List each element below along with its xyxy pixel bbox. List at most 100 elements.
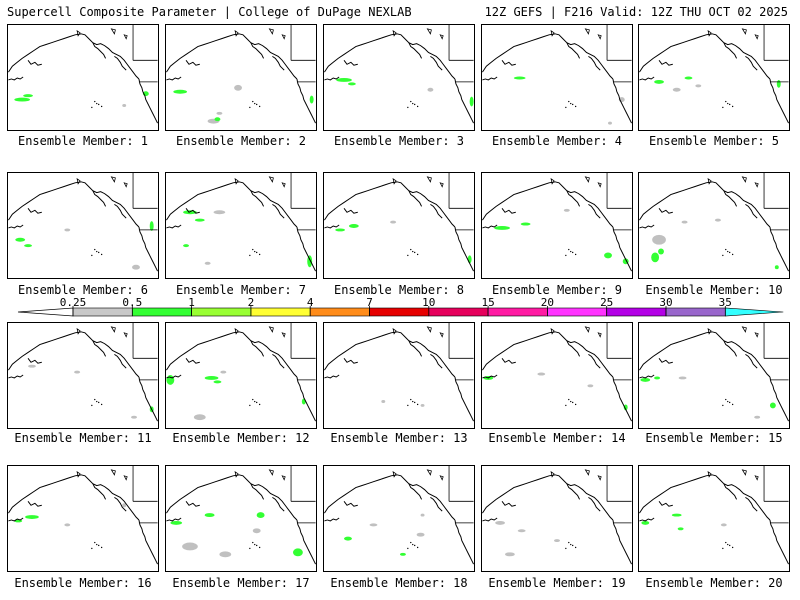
coastline <box>92 42 107 59</box>
coastline <box>612 376 632 422</box>
colorbar-swatch <box>191 307 252 317</box>
coastline <box>482 224 498 229</box>
lake-outline <box>392 30 397 37</box>
coastline <box>639 224 655 229</box>
coastline <box>250 483 265 500</box>
lake-outline <box>584 469 590 476</box>
map-canvas <box>639 323 789 422</box>
hawaii-island <box>727 400 729 403</box>
lake-outline <box>597 332 602 338</box>
coastline <box>343 501 358 507</box>
hawaii-island <box>568 541 570 544</box>
lake-outline <box>754 182 759 188</box>
coastline <box>8 224 24 229</box>
coastline <box>566 190 581 207</box>
coastline <box>430 353 443 369</box>
hawaii-island <box>252 398 254 401</box>
lake-outline <box>741 469 747 476</box>
colorbar-swatch <box>309 307 370 317</box>
hawaii-island <box>91 106 93 109</box>
coastline <box>272 203 285 219</box>
hawaii-island <box>249 106 251 109</box>
ensemble-member-label: Ensemble Member: 8 <box>333 283 465 297</box>
lake-outline <box>392 328 397 335</box>
map-canvas <box>166 466 316 565</box>
coastline <box>8 474 140 521</box>
scp-gray-area <box>554 539 560 543</box>
hawaii-island <box>414 103 416 106</box>
ensemble-map-panel <box>165 24 317 131</box>
colorbar-swatch <box>132 307 192 317</box>
ensemble-map-panel <box>481 465 633 572</box>
hawaii-island <box>100 253 103 256</box>
coastline <box>324 331 456 378</box>
coastline <box>501 208 516 214</box>
scp-gray-area <box>74 370 81 374</box>
hawaii-island <box>410 541 412 544</box>
scp-green-area <box>173 89 188 94</box>
hawaii-island <box>722 106 724 109</box>
scp-gray-area <box>608 121 612 125</box>
ensemble-member-label: Ensemble Member: 16 <box>14 576 152 590</box>
coastline <box>454 78 474 124</box>
scp-green-area <box>684 76 693 80</box>
hawaii-island <box>568 100 570 103</box>
coastline <box>482 181 614 228</box>
lake-outline <box>584 28 590 35</box>
hawaii-island <box>410 248 412 251</box>
scp-gray-area <box>587 384 594 388</box>
coastline <box>8 517 24 522</box>
coastline <box>324 517 340 522</box>
ensemble-member-label: Ensemble Member: 18 <box>330 576 468 590</box>
colorbar-swatch <box>428 307 489 317</box>
hawaii-island <box>731 546 734 549</box>
lake-outline <box>584 176 590 183</box>
scp-green-area <box>166 375 175 385</box>
hawaii-island <box>254 250 256 253</box>
hawaii-island <box>722 254 724 257</box>
scp-gray-area <box>64 228 71 232</box>
scp-green-area <box>513 76 526 80</box>
ensemble-map-panel <box>7 24 159 131</box>
lake-outline <box>110 28 116 35</box>
coastline <box>769 519 789 565</box>
scp-gray-area <box>563 208 570 212</box>
coastline <box>639 33 771 80</box>
hawaii-island <box>256 401 258 404</box>
coastline <box>454 376 474 422</box>
coastline <box>166 76 182 81</box>
hawaii-island <box>565 547 567 550</box>
coastline <box>114 353 127 369</box>
coastline <box>324 181 456 228</box>
coastline <box>612 226 632 272</box>
hawaii-island <box>416 253 419 256</box>
ensemble-map-panel <box>323 322 475 429</box>
hawaii-island <box>256 544 258 547</box>
scp-green-area <box>309 95 314 104</box>
scp-gray-area <box>193 414 206 421</box>
hawaii-island <box>249 547 251 550</box>
map-canvas <box>482 25 632 125</box>
hawaii-island <box>252 100 254 103</box>
lake-outline <box>123 182 128 188</box>
scp-green-area <box>641 520 650 525</box>
map-canvas <box>639 25 789 124</box>
ensemble-member-label: Ensemble Member: 5 <box>648 134 780 148</box>
scp-green-area <box>348 224 359 228</box>
hawaii-island <box>407 404 409 407</box>
coastline <box>8 374 24 379</box>
scp-green-area <box>214 117 221 122</box>
lake-outline <box>707 328 712 335</box>
coastline <box>324 474 456 521</box>
coastline <box>408 340 423 357</box>
coastline <box>658 208 673 214</box>
ensemble-member-label: Ensemble Member: 9 <box>491 283 623 297</box>
hawaii-island <box>407 106 409 109</box>
scp-gray-area <box>420 513 425 517</box>
map-canvas <box>166 25 316 124</box>
coastline <box>482 374 498 379</box>
ensemble-map-panel <box>165 322 317 429</box>
scp-green-area <box>213 380 222 384</box>
lake-outline <box>741 28 747 35</box>
coastline <box>723 42 738 59</box>
